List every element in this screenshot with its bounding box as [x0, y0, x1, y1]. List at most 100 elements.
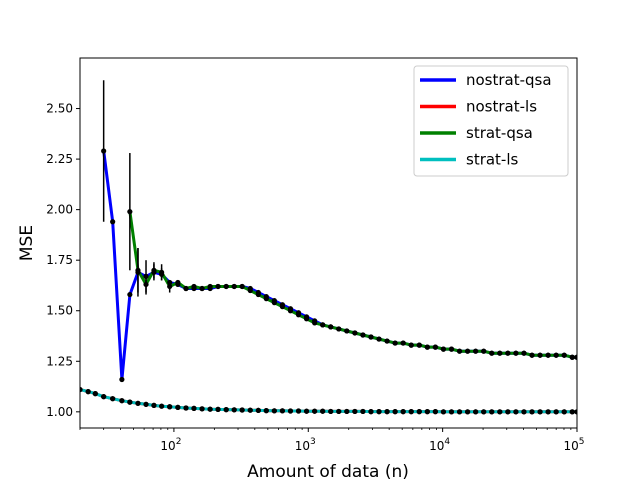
data-point [255, 291, 261, 298]
data-point [328, 324, 334, 330]
y-tick-label: 2.00 [46, 203, 73, 217]
data-point [352, 408, 358, 415]
data-point [151, 267, 157, 273]
data-point [424, 344, 430, 350]
data-point [529, 352, 535, 358]
series-layer [80, 80, 577, 415]
data-point [392, 340, 398, 346]
data-point [448, 346, 455, 352]
data-point [255, 407, 261, 414]
data-point [119, 376, 125, 383]
y-tick-label: 2.50 [46, 102, 73, 116]
data-point [569, 409, 575, 415]
data-point [336, 408, 342, 415]
data-point [312, 320, 318, 326]
data-point [199, 285, 205, 292]
data-point [303, 316, 310, 322]
data-point [384, 338, 390, 344]
data-point [101, 148, 107, 154]
data-point [521, 409, 527, 415]
data-point [368, 334, 374, 340]
data-point [263, 408, 269, 414]
data-point [416, 342, 422, 348]
data-point [110, 219, 116, 225]
data-point [376, 336, 382, 342]
data-point [207, 406, 213, 412]
data-point [352, 330, 358, 336]
data-point [223, 283, 229, 290]
data-point [448, 409, 455, 415]
data-point [271, 300, 277, 306]
data-point [231, 283, 237, 290]
data-point [271, 408, 277, 414]
data-point [384, 409, 390, 415]
data-point [247, 287, 253, 294]
data-point [545, 352, 551, 358]
y-tick-label: 1.50 [46, 304, 73, 318]
data-point [529, 409, 535, 415]
data-point [521, 350, 527, 356]
data-point [464, 348, 471, 354]
data-point [239, 283, 245, 290]
data-point [167, 404, 173, 410]
data-point [85, 389, 91, 395]
data-point [328, 408, 334, 415]
data-point [408, 409, 414, 415]
legend-label-nostrat-ls: nostrat-ls [466, 98, 537, 116]
data-point [303, 408, 310, 414]
data-point [287, 308, 294, 314]
data-point [481, 409, 487, 415]
data-point [537, 352, 543, 358]
data-point [279, 304, 286, 310]
data-point [101, 394, 107, 400]
y-axis-title: MSE [17, 225, 37, 261]
data-point [151, 402, 157, 408]
data-point [207, 283, 213, 290]
data-point [119, 398, 125, 404]
data-point [135, 267, 141, 273]
data-point [497, 409, 503, 415]
data-point [312, 408, 318, 414]
legend-box [413, 65, 569, 177]
data-point [175, 279, 181, 286]
data-point [376, 409, 382, 415]
data-point [215, 283, 221, 290]
data-point [432, 344, 438, 350]
data-point [440, 346, 447, 352]
data-point [456, 348, 463, 354]
data-point [505, 409, 511, 415]
data-point [175, 404, 181, 410]
data-point [231, 407, 237, 413]
data-point [135, 400, 141, 406]
data-point [92, 391, 98, 397]
y-tick-label: 2.25 [46, 152, 73, 166]
data-point [159, 403, 165, 409]
data-point [287, 408, 294, 414]
legend-label-strat-ls: strat-ls [466, 151, 519, 169]
data-point [239, 407, 245, 413]
data-point [360, 408, 366, 415]
y-tick-label: 1.00 [46, 405, 73, 419]
data-point [127, 291, 133, 298]
data-point [400, 409, 406, 415]
data-point [80, 386, 83, 393]
data-point [400, 340, 406, 346]
data-point [392, 409, 398, 415]
data-point [344, 328, 350, 334]
data-point [159, 269, 165, 275]
data-point [456, 409, 463, 415]
y-tick-label: 1.25 [46, 354, 73, 368]
data-point [574, 354, 577, 360]
data-point [489, 350, 495, 356]
data-point [473, 348, 479, 354]
x-axis-title: Amount of data (n) [247, 462, 409, 480]
data-point [561, 352, 567, 358]
data-point [183, 405, 189, 411]
data-point [537, 409, 543, 415]
data-point [545, 409, 551, 415]
data-point [368, 409, 374, 415]
y-tick-label: 1.75 [46, 253, 73, 267]
legend-label-nostrat-qsa: nostrat-qsa [466, 71, 552, 89]
data-point [553, 352, 559, 358]
